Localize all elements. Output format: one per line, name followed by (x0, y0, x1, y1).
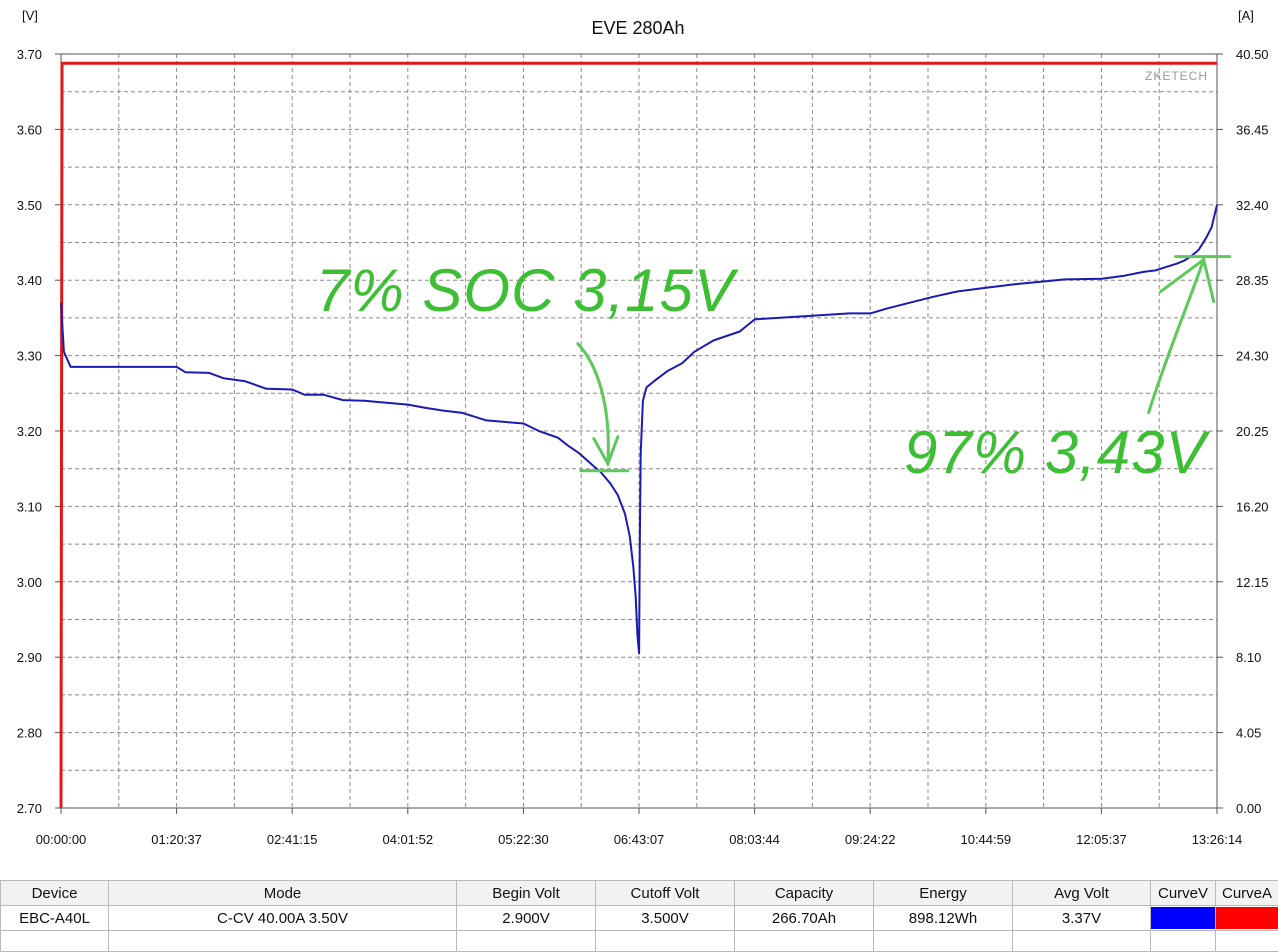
header-curve-a[interactable]: CurveA (1216, 881, 1278, 906)
y-left-tick-label: 2.90 (17, 650, 42, 665)
y-right-tick-label: 40.50 (1236, 47, 1269, 62)
cell-curve-a-color[interactable] (1216, 906, 1278, 931)
y-right-tick-label: 16.20 (1236, 499, 1269, 514)
y-left-tick-label: 3.40 (17, 273, 42, 288)
header-mode[interactable]: Mode (109, 881, 457, 906)
right-axis-unit: [A] (1238, 8, 1254, 23)
y-right-tick-label: 36.45 (1236, 122, 1269, 137)
y-left-tick-label: 3.50 (17, 198, 42, 213)
y-right-tick-label: 0.00 (1236, 801, 1261, 816)
y-left-tick-label: 3.20 (17, 424, 42, 439)
results-table: Device Mode Begin Volt Cutoff Volt Capac… (0, 880, 1278, 952)
y-left-tick-label: 3.60 (17, 122, 42, 137)
left-axis-unit: [V] (22, 8, 38, 23)
y-left-tick-label: 2.80 (17, 726, 42, 741)
y-left-tick-label: 2.70 (17, 801, 42, 816)
cell-cutoff-volt: 3.500V (596, 906, 735, 931)
y-right-tick-label: 32.40 (1236, 198, 1269, 213)
arrow-97pct (1149, 260, 1204, 413)
cell-begin-volt: 2.900V (457, 906, 596, 931)
x-tick-label: 12:05:37 (1076, 832, 1127, 847)
cell-curve-v-color[interactable] (1151, 906, 1216, 931)
header-begin-volt[interactable]: Begin Volt (457, 881, 596, 906)
x-tick-label: 02:41:15 (267, 832, 318, 847)
x-tick-label: 13:26:14 (1192, 832, 1243, 847)
table-row-empty (1, 931, 1278, 952)
y-right-tick-label: 20.25 (1236, 424, 1269, 439)
y-left-tick-label: 3.10 (17, 499, 42, 514)
cell-mode: C-CV 40.00A 3.50V (109, 906, 457, 931)
arrow-7pct (578, 344, 609, 464)
x-tick-label: 04:01:52 (382, 832, 433, 847)
y-left-tick-label: 3.70 (17, 47, 42, 62)
annotation-97pct: 97% 3,43V (904, 418, 1207, 487)
annotation-7pct-soc: 7% SOC 3,15V (316, 256, 735, 325)
curve-v-swatch[interactable] (1151, 907, 1216, 929)
arrow-7pct-head (594, 437, 618, 464)
cell-energy: 898.12Wh (874, 906, 1013, 931)
cell-avg-volt: 3.37V (1013, 906, 1151, 931)
x-tick-label: 06:43:07 (614, 832, 665, 847)
cell-capacity: 266.70Ah (735, 906, 874, 931)
chart-title: EVE 280Ah (591, 18, 684, 38)
x-tick-label: 05:22:30 (498, 832, 549, 847)
header-curve-v[interactable]: CurveV (1151, 881, 1216, 906)
header-energy[interactable]: Energy (874, 881, 1013, 906)
y-right-tick-label: 4.05 (1236, 726, 1261, 741)
x-tick-label: 00:00:00 (36, 832, 87, 847)
header-avg-volt[interactable]: Avg Volt (1013, 881, 1151, 906)
x-tick-label: 10:44:59 (960, 832, 1011, 847)
table-row[interactable]: EBC-A40L C-CV 40.00A 3.50V 2.900V 3.500V… (1, 906, 1278, 931)
y-right-tick-label: 24.30 (1236, 349, 1269, 364)
x-tick-label: 09:24:22 (845, 832, 896, 847)
x-tick-label: 01:20:37 (151, 832, 202, 847)
header-device[interactable]: Device (1, 881, 109, 906)
x-tick-label: 08:03:44 (729, 832, 780, 847)
header-cutoff-volt[interactable]: Cutoff Volt (596, 881, 735, 906)
y-right-tick-label: 8.10 (1236, 650, 1261, 665)
curve-a-swatch[interactable] (1216, 907, 1278, 929)
results-header-row: Device Mode Begin Volt Cutoff Volt Capac… (1, 881, 1278, 906)
y-left-tick-label: 3.30 (17, 349, 42, 364)
y-left-tick-label: 3.00 (17, 575, 42, 590)
watermark: ZKETECH (1145, 69, 1208, 83)
header-capacity[interactable]: Capacity (735, 881, 874, 906)
y-right-tick-label: 28.35 (1236, 273, 1269, 288)
cell-device: EBC-A40L (1, 906, 109, 931)
y-right-tick-label: 12.15 (1236, 575, 1269, 590)
